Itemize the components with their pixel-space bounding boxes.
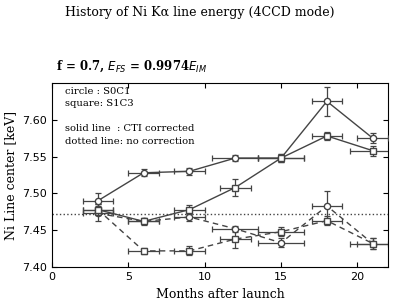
Text: History of Ni Kα line energy (4CCD mode): History of Ni Kα line energy (4CCD mode) <box>65 6 335 19</box>
Text: f = 0.7, $\mathit{E}_{FS}$ = 0.9974$\mathit{E}_{IM}$: f = 0.7, $\mathit{E}_{FS}$ = 0.9974$\mat… <box>56 58 207 74</box>
Y-axis label: Ni Line center [keV]: Ni Line center [keV] <box>4 111 17 239</box>
X-axis label: Months after launch: Months after launch <box>156 288 284 301</box>
Text: circle : S0C1
square: S1C3

solid line  : CTI corrected
dotted line: no correcti: circle : S0C1 square: S1C3 solid line : … <box>66 87 195 146</box>
